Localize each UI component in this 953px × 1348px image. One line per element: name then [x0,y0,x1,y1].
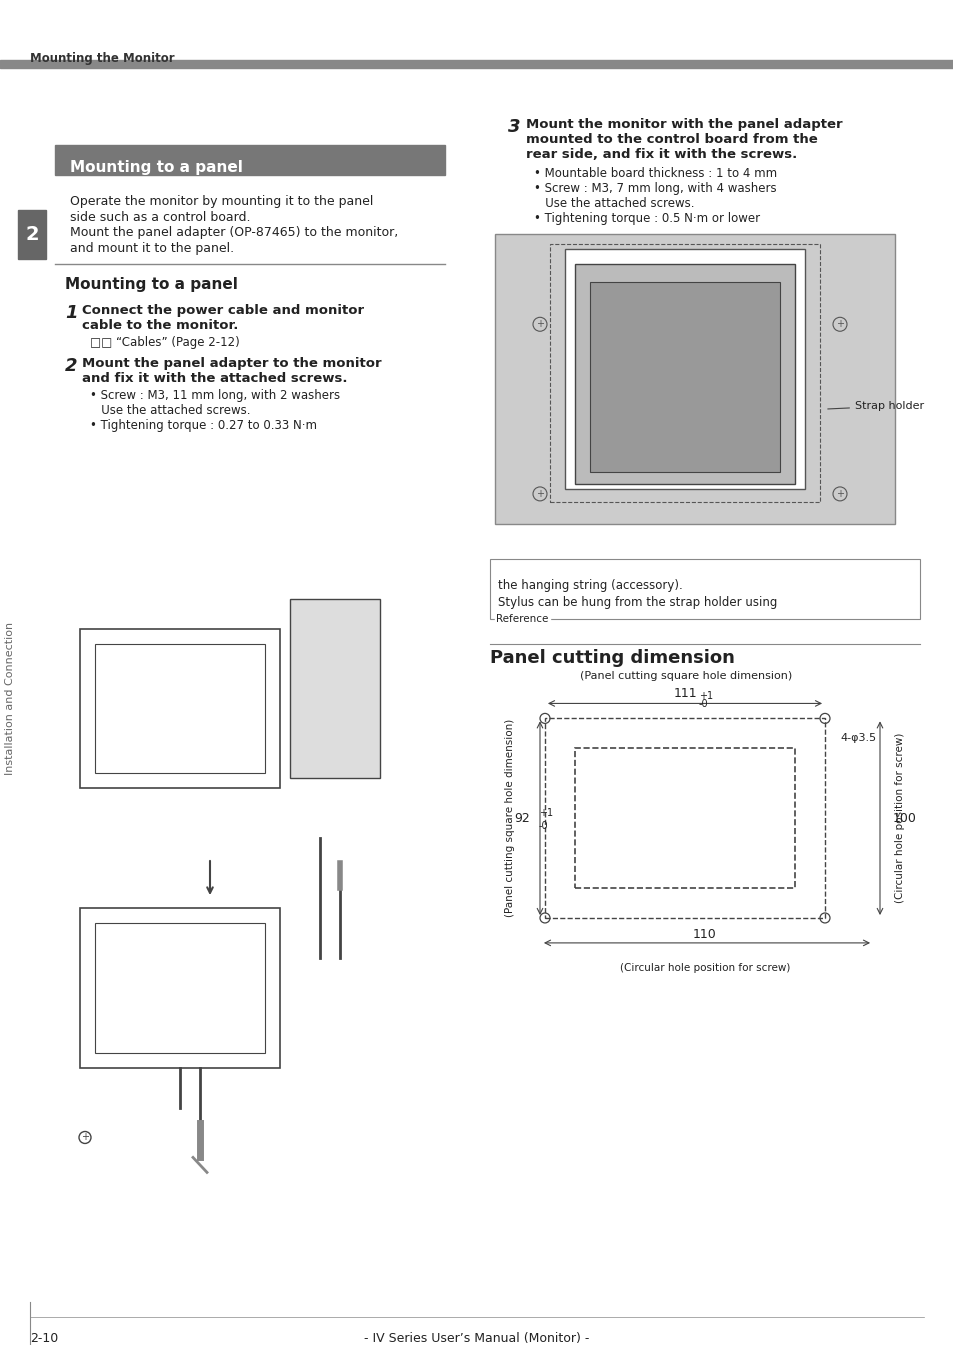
Text: +1: +1 [699,692,713,701]
Text: Use the attached screws.: Use the attached screws. [534,197,694,209]
Text: 92: 92 [514,811,529,825]
Text: 1: 1 [65,305,77,322]
Bar [550,244,820,501]
Text: mounted to the control board from the: mounted to the control board from the [525,132,817,146]
Text: +: + [835,319,843,329]
Text: 100: 100 [892,811,916,825]
Text: (Circular hole position for screw): (Circular hole position for screw) [894,733,904,903]
Text: • Tightening torque : 0.5 N·m or lower: • Tightening torque : 0.5 N·m or lower [534,212,760,225]
Circle shape [832,487,846,501]
Circle shape [533,317,546,332]
Text: • Mountable board thickness : 1 to 4 mm: • Mountable board thickness : 1 to 4 mm [534,167,777,179]
Text: 3: 3 [507,117,520,136]
Text: • Screw : M3, 7 mm long, with 4 washers: • Screw : M3, 7 mm long, with 4 washers [534,182,776,194]
Text: the hanging string (accessory).: the hanging string (accessory). [497,578,682,592]
Text: Connect the power cable and monitor: Connect the power cable and monitor [82,305,364,317]
Text: and fix it with the attached screws.: and fix it with the attached screws. [82,372,347,386]
Bar [18,209,46,259]
Text: -0: -0 [699,700,708,709]
Text: cable to the monitor.: cable to the monitor. [82,319,238,333]
Text: Operate the monitor by mounting it to the panel: Operate the monitor by mounting it to th… [70,194,373,208]
Bar [544,718,824,918]
Text: 2-10: 2-10 [30,1332,58,1345]
Text: 4-φ3.5: 4-φ3.5 [840,733,875,743]
Bar [589,282,780,472]
Text: Mounting to a panel: Mounting to a panel [65,278,237,293]
Text: Mounting to a panel: Mounting to a panel [70,159,243,175]
Text: (Circular hole position for screw): (Circular hole position for screw) [619,962,789,973]
Bar [564,249,804,489]
Text: +: + [536,319,543,329]
Text: Mount the panel adapter (OP-87465) to the monitor,: Mount the panel adapter (OP-87465) to th… [70,226,397,240]
Text: rear side, and fix it with the screws.: rear side, and fix it with the screws. [525,148,797,160]
Text: Mount the panel adapter to the monitor: Mount the panel adapter to the monitor [82,357,381,371]
Bar [80,909,280,1068]
Circle shape [533,487,546,501]
Text: Stylus can be hung from the strap holder using: Stylus can be hung from the strap holder… [497,596,777,609]
Text: +: + [536,489,543,499]
Bar [95,643,265,774]
Text: -0: -0 [538,821,548,832]
Bar [290,599,379,778]
Bar [575,748,794,888]
Bar [490,559,919,619]
Text: +1: +1 [538,809,553,818]
Text: 2: 2 [25,225,39,244]
Text: Installation and Connection: Installation and Connection [5,621,15,775]
Text: 111: 111 [673,687,696,701]
Text: +: + [81,1132,89,1143]
Bar [0,59,953,67]
Text: • Screw : M3, 11 mm long, with 2 washers: • Screw : M3, 11 mm long, with 2 washers [90,390,340,402]
Text: (Panel cutting square hole dimension): (Panel cutting square hole dimension) [579,670,791,681]
Bar [95,923,265,1053]
Bar [495,235,894,524]
Text: and mount it to the panel.: and mount it to the panel. [70,243,233,256]
Text: +: + [835,489,843,499]
Text: Strap holder: Strap holder [827,402,923,411]
Text: 2: 2 [65,357,77,375]
Bar [575,264,794,484]
Circle shape [832,317,846,332]
Bar [55,144,444,175]
Text: Panel cutting dimension: Panel cutting dimension [490,648,734,666]
Text: □□ “Cables” (Page 2-12): □□ “Cables” (Page 2-12) [90,336,239,349]
Text: - IV Series User’s Manual (Monitor) -: - IV Series User’s Manual (Monitor) - [364,1332,589,1345]
Text: Mounting the Monitor: Mounting the Monitor [30,51,174,65]
Text: (Panel cutting square hole dimension): (Panel cutting square hole dimension) [504,718,515,917]
Text: • Tightening torque : 0.27 to 0.33 N·m: • Tightening torque : 0.27 to 0.33 N·m [90,419,316,433]
Text: Reference: Reference [496,613,548,624]
Text: Mount the monitor with the panel adapter: Mount the monitor with the panel adapter [525,117,841,131]
Bar [80,628,280,789]
Text: side such as a control board.: side such as a control board. [70,210,251,224]
Text: 110: 110 [693,927,716,941]
Text: Use the attached screws.: Use the attached screws. [90,404,251,417]
